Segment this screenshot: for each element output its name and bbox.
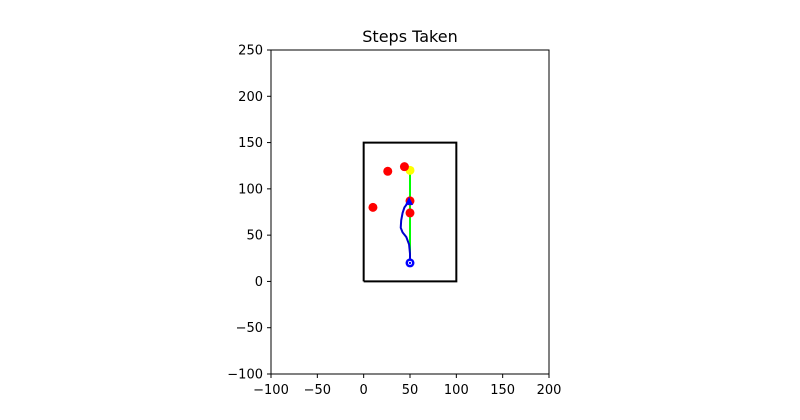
x-tick-label: 150 — [490, 383, 515, 398]
plot-area — [362, 141, 458, 283]
y-tick-label: 150 — [238, 136, 263, 151]
heading-arrow — [405, 196, 414, 205]
y-tick-label: −50 — [236, 321, 263, 336]
x-tick-label: −100 — [253, 383, 289, 398]
y-tick-label: 250 — [238, 44, 263, 59]
x-tick-label: 0 — [360, 383, 368, 398]
x-tick-label: 50 — [402, 383, 419, 398]
x-tick-label: 200 — [537, 383, 562, 398]
y-tick-label: 0 — [255, 275, 263, 290]
plot-frame — [270, 49, 550, 375]
x-tick-label: −50 — [304, 383, 331, 398]
start-point-marker — [405, 258, 415, 268]
x-axis: −100 −50 0 50 100 150 200 — [253, 374, 561, 398]
x-tick-label: 100 — [444, 383, 469, 398]
obstacle-point-marker — [368, 202, 378, 212]
obstacle-point-marker — [405, 208, 415, 218]
obstacle-point-marker — [383, 166, 393, 176]
y-tick-label: 200 — [238, 90, 263, 105]
boundary-rectangle — [362, 141, 458, 283]
y-tick-label: 100 — [238, 182, 263, 197]
y-tick-label: 50 — [246, 229, 263, 244]
obstacle-point-marker — [399, 162, 409, 172]
y-tick-label: −100 — [227, 368, 263, 383]
y-axis: −100 −50 0 50 100 150 200 250 — [227, 44, 271, 383]
chart-title: Steps Taken — [362, 27, 457, 46]
steps-path-line — [399, 201, 411, 263]
start-point-center — [407, 260, 412, 265]
